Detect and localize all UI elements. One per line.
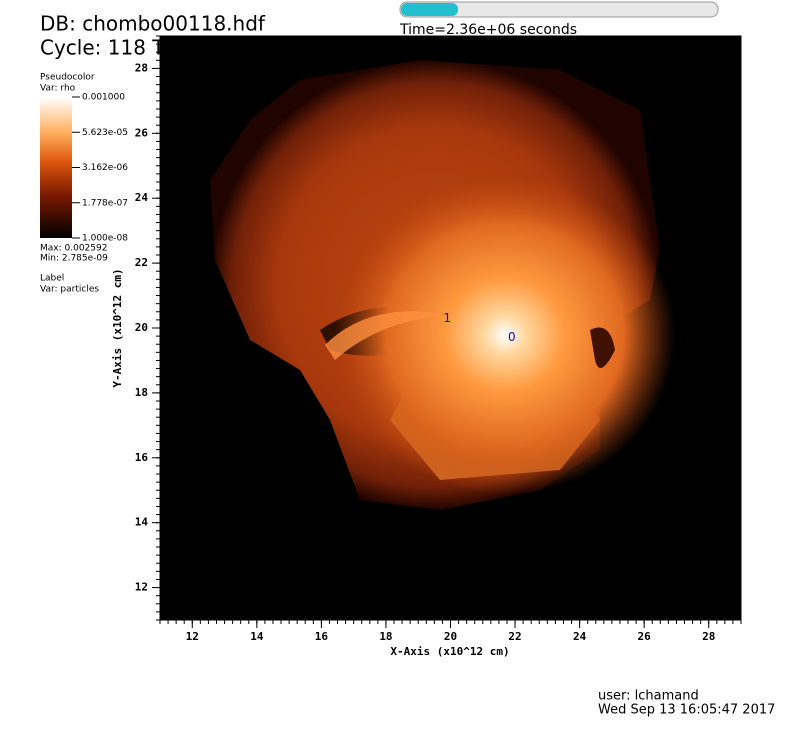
legend-level: 1.000e-08 bbox=[82, 234, 128, 244]
particle-label: 0 bbox=[508, 330, 516, 344]
legend-level: 1.778e-07 bbox=[82, 198, 128, 208]
legend: Pseudocolor Var: rho Max: 0.002592 Min: … bbox=[40, 73, 108, 295]
x-tick-label: 22 bbox=[508, 630, 521, 643]
x-tick-label: 20 bbox=[444, 630, 457, 643]
legend-min: Min: 2.785e-09 bbox=[40, 254, 108, 264]
x-axis-title: X-Axis (x10^12 cm) bbox=[390, 645, 509, 658]
y-tick-label: 12 bbox=[135, 581, 148, 594]
footer-user: user: lchamand bbox=[598, 689, 699, 704]
legend-level: 3.162e-06 bbox=[82, 163, 128, 173]
x-tick-label: 18 bbox=[379, 630, 392, 643]
x-tick-label: 24 bbox=[573, 630, 587, 643]
x-tick-label: 16 bbox=[315, 630, 329, 643]
y-tick-label: 22 bbox=[135, 256, 148, 269]
time-label: Time=2.36e+06 seconds bbox=[399, 22, 577, 38]
y-tick-label: 16 bbox=[135, 451, 149, 464]
legend-label-plot: Label bbox=[40, 274, 64, 284]
x-tick-label: 14 bbox=[250, 630, 264, 643]
density-core bbox=[335, 175, 675, 495]
legend-level: 5.623e-05 bbox=[82, 128, 128, 138]
color-bar bbox=[40, 97, 72, 238]
slider-fill bbox=[401, 3, 458, 16]
x-tick-label: 12 bbox=[186, 630, 199, 643]
spiral-arm bbox=[325, 311, 450, 360]
y-tick-label: 18 bbox=[135, 386, 148, 399]
x-tick-label: 26 bbox=[638, 630, 652, 643]
legend-max: Max: 0.002592 bbox=[40, 244, 107, 254]
x-tick-label: 28 bbox=[702, 630, 715, 643]
legend-level: 0.001000 bbox=[82, 93, 125, 103]
time-slider[interactable] bbox=[399, 1, 719, 18]
y-tick-label: 26 bbox=[135, 126, 149, 139]
shock-feature bbox=[590, 327, 615, 368]
plot-area bbox=[160, 36, 741, 620]
y-tick-label: 14 bbox=[135, 516, 149, 529]
slider-track[interactable] bbox=[399, 1, 719, 18]
legend-plot-type: Pseudocolor bbox=[40, 73, 95, 83]
legend-label-var: Var: particles bbox=[40, 285, 99, 295]
legend-var: Var: rho bbox=[40, 84, 76, 94]
particle-label: 1 bbox=[443, 311, 451, 325]
y-tick-label: 20 bbox=[135, 321, 148, 334]
y-tick-label: 28 bbox=[135, 61, 148, 74]
y-tick-label: 24 bbox=[135, 191, 149, 204]
y-axis-title: Y-Axis (x10^12 cm) bbox=[111, 268, 124, 387]
db-title: DB: chombo00118.hdf bbox=[40, 12, 266, 36]
footer-date: Wed Sep 13 16:05:47 2017 bbox=[598, 703, 775, 718]
